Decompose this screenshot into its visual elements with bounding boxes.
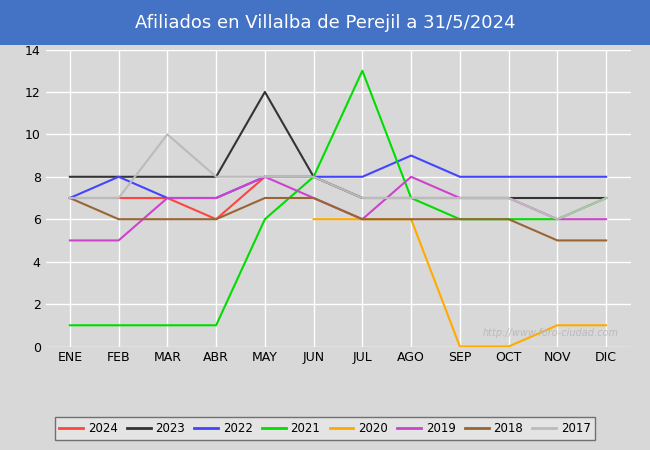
Legend: 2024, 2023, 2022, 2021, 2020, 2019, 2018, 2017: 2024, 2023, 2022, 2021, 2020, 2019, 2018…	[55, 417, 595, 440]
Text: Afiliados en Villalba de Perejil a 31/5/2024: Afiliados en Villalba de Perejil a 31/5/…	[135, 14, 515, 32]
Text: http://www.foro-ciudad.com: http://www.foro-ciudad.com	[483, 328, 619, 338]
